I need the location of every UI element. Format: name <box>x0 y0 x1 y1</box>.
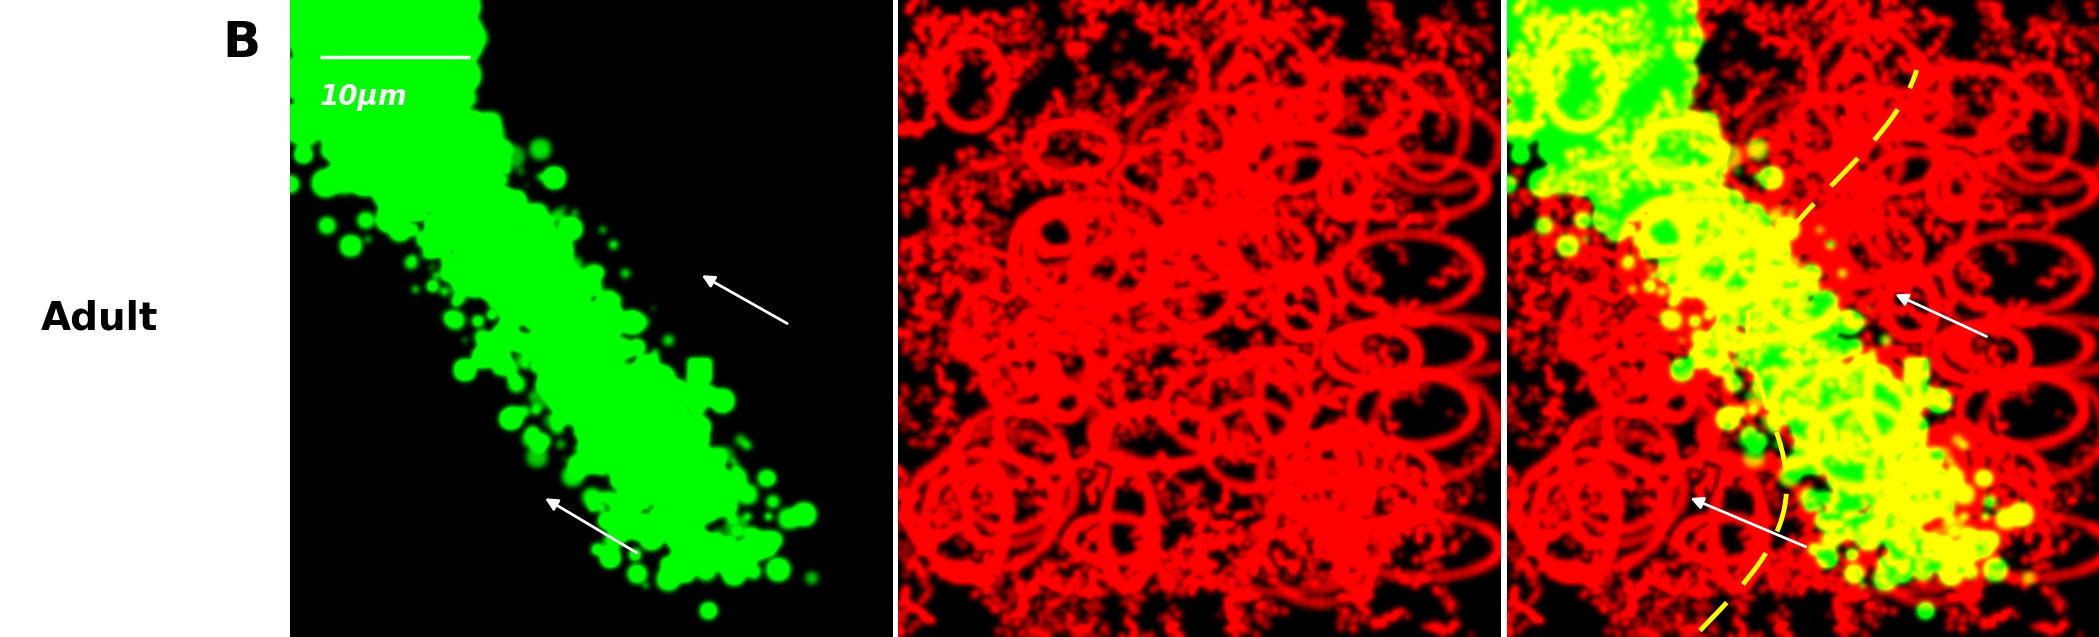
Text: Adult: Adult <box>40 299 157 338</box>
Text: B: B <box>222 19 260 67</box>
Text: 10μm: 10μm <box>319 83 407 111</box>
